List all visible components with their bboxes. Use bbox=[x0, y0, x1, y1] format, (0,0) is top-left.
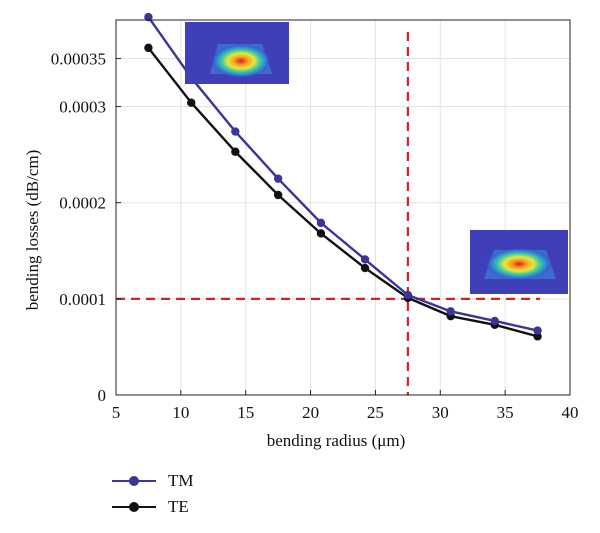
y-axis-title: bending losses (dB/cm) bbox=[23, 150, 42, 311]
y-tick-label: 0.0003 bbox=[59, 98, 106, 117]
y-tick-label: 0 bbox=[98, 386, 107, 405]
x-tick-label: 25 bbox=[367, 403, 384, 422]
y-tick-label: 0.0001 bbox=[59, 290, 106, 309]
data-point-te bbox=[316, 229, 326, 238]
series-line-te bbox=[147, 47, 538, 338]
y-tick-label: 0.0002 bbox=[59, 194, 106, 213]
x-axis-title: bending radius (μm) bbox=[267, 431, 405, 450]
series-line-tm bbox=[147, 16, 538, 332]
data-point-tm bbox=[316, 218, 326, 228]
y-tick-labels: 0 0.0001 0.0002 0.0003 0.00035 bbox=[51, 49, 106, 405]
x-tick-label: 40 bbox=[562, 403, 579, 422]
legend-swatch-tm bbox=[112, 474, 156, 488]
x-tick-label: 30 bbox=[432, 403, 449, 422]
reference-lines bbox=[116, 32, 540, 395]
series-tm bbox=[144, 12, 542, 335]
data-point-tm bbox=[273, 174, 283, 183]
legend-label-tm: TM bbox=[168, 471, 194, 490]
data-point-tm bbox=[144, 12, 153, 22]
data-point-tm bbox=[490, 316, 499, 326]
mode-profile-tm-inset bbox=[185, 22, 289, 84]
legend-item-tm: TM bbox=[112, 468, 194, 494]
data-point-tm bbox=[446, 307, 455, 316]
data-point-te bbox=[273, 190, 283, 200]
plot-frame bbox=[115, 19, 571, 396]
y-tick-label: 0.00035 bbox=[51, 49, 106, 68]
x-tick-label: 35 bbox=[497, 403, 514, 422]
x-tick-labels: 5 10 15 20 25 30 35 40 bbox=[112, 403, 579, 422]
data-point-te bbox=[231, 147, 240, 156]
x-tick-label: 10 bbox=[172, 403, 189, 422]
x-tick-label: 15 bbox=[237, 403, 254, 422]
data-point-te bbox=[187, 98, 196, 107]
data-point-tm bbox=[533, 326, 542, 335]
x-tick-label: 5 bbox=[112, 403, 121, 422]
legend-swatch-te bbox=[112, 500, 156, 514]
data-point-tm bbox=[403, 290, 413, 300]
mode-profile-te-inset bbox=[470, 230, 568, 294]
data-point-tm bbox=[231, 127, 240, 136]
data-point-te bbox=[144, 43, 153, 53]
data-point-te bbox=[533, 332, 542, 341]
data-point-te bbox=[360, 263, 370, 273]
legend: TM TE bbox=[112, 468, 194, 520]
x-tick-label: 20 bbox=[302, 403, 319, 422]
series-layer bbox=[144, 12, 542, 341]
data-point-tm bbox=[360, 255, 370, 264]
legend-label-te: TE bbox=[168, 497, 189, 516]
axes bbox=[115, 19, 571, 396]
series-te bbox=[144, 43, 542, 341]
legend-item-te: TE bbox=[112, 494, 194, 520]
grid-lines bbox=[115, 20, 571, 396]
